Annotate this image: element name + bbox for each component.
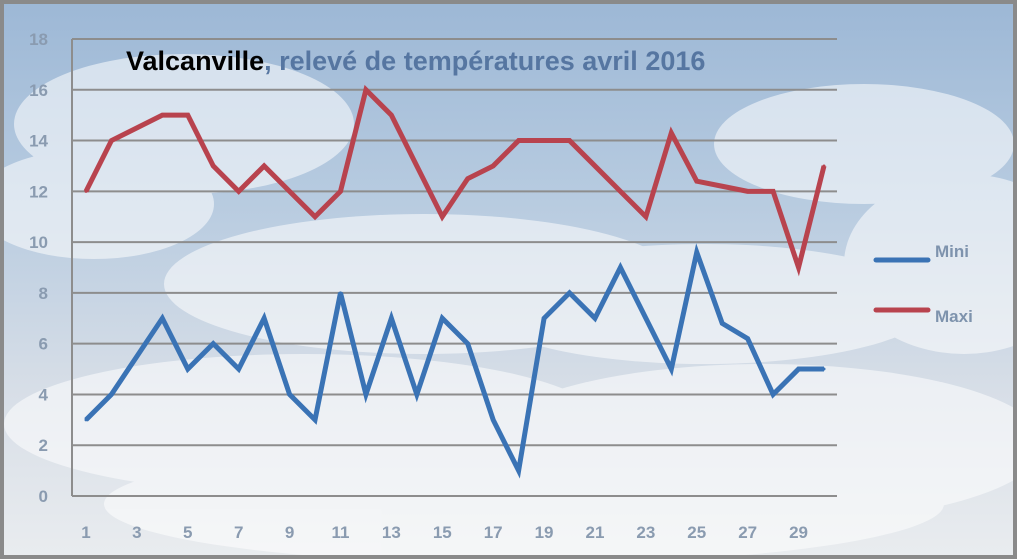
x-tick-label: 15	[433, 523, 452, 542]
data-point-maxi	[542, 139, 546, 143]
data-point-maxi	[109, 139, 113, 143]
chart-title: Valcanville, relevé de températures avri…	[126, 46, 705, 76]
data-point-mini	[593, 316, 597, 320]
x-tick-label: 11	[331, 523, 349, 542]
data-point-maxi	[440, 215, 444, 219]
data-point-mini	[262, 316, 266, 320]
series-line-maxi	[83, 84, 827, 277]
data-point-maxi	[160, 113, 164, 117]
data-point-maxi	[186, 113, 190, 117]
data-point-maxi	[389, 113, 393, 117]
data-point-mini	[568, 291, 572, 295]
data-point-maxi	[211, 164, 215, 168]
data-point-mini	[237, 367, 241, 371]
data-point-maxi	[364, 88, 368, 92]
data-point-maxi	[288, 189, 292, 193]
x-tick-label: 19	[535, 523, 554, 542]
legend: Mini Maxi	[873, 242, 973, 326]
data-point-maxi	[771, 189, 775, 193]
x-tick-label: 5	[183, 523, 192, 542]
data-point-maxi	[593, 164, 597, 168]
chart-title-place: Valcanville	[126, 46, 264, 76]
data-point-maxi	[669, 131, 673, 135]
data-point-mini	[211, 342, 215, 346]
data-point-maxi	[568, 139, 572, 143]
y-tick-label: 16	[29, 81, 48, 100]
x-tick-label: 1	[81, 523, 90, 542]
data-point-mini	[797, 367, 801, 371]
legend-label-mini: Mini	[935, 242, 969, 261]
data-point-maxi	[491, 164, 495, 168]
data-point-mini	[109, 392, 113, 396]
x-tick-label: 3	[132, 523, 141, 542]
data-point-mini	[415, 392, 419, 396]
data-point-mini	[440, 316, 444, 320]
data-point-mini	[720, 321, 724, 325]
data-point-maxi	[262, 164, 266, 168]
y-tick-label: 8	[39, 284, 48, 303]
data-point-mini	[822, 367, 826, 371]
data-point-mini	[669, 367, 673, 371]
data-point-mini	[364, 392, 368, 396]
data-point-mini	[517, 469, 521, 473]
y-tick-label: 10	[29, 233, 48, 252]
y-tick-label: 0	[39, 487, 48, 506]
data-point-mini	[746, 337, 750, 341]
chart-title-rest: , relevé de températures avril 2016	[264, 46, 705, 76]
x-tick-label: 21	[586, 523, 605, 542]
data-point-mini	[644, 316, 648, 320]
data-point-maxi	[135, 126, 139, 130]
data-point-maxi	[822, 164, 826, 168]
data-point-mini	[135, 354, 139, 358]
data-point-maxi	[415, 164, 419, 168]
data-point-mini	[618, 266, 622, 269]
data-point-mini	[288, 392, 292, 396]
data-point-mini	[84, 418, 88, 422]
x-tick-label: 9	[285, 523, 294, 542]
data-point-maxi	[517, 139, 521, 143]
data-point-mini	[695, 250, 699, 254]
x-tick-label: 29	[789, 523, 808, 542]
y-tick-label: 14	[29, 132, 48, 151]
data-point-mini	[313, 418, 317, 422]
x-tick-label: 7	[234, 523, 243, 542]
x-tick-label: 23	[636, 523, 655, 542]
data-point-mini	[160, 316, 164, 320]
legend-label-maxi: Maxi	[935, 307, 973, 326]
x-tick-label: 25	[687, 523, 706, 542]
series-line-mini	[84, 243, 824, 479]
data-point-maxi	[466, 177, 470, 181]
cloud-background	[4, 54, 1013, 555]
data-point-mini	[186, 367, 190, 371]
data-point-mini	[771, 392, 775, 396]
data-point-maxi	[644, 215, 648, 219]
x-tick-label: 13	[382, 523, 401, 542]
data-point-mini	[466, 342, 470, 346]
data-point-mini	[338, 291, 342, 295]
data-point-mini	[389, 316, 393, 320]
data-point-maxi	[338, 189, 342, 193]
data-point-maxi	[746, 189, 750, 193]
data-point-maxi	[84, 189, 88, 193]
data-point-maxi	[695, 179, 699, 183]
data-point-mini	[542, 316, 546, 320]
y-tick-label: 12	[29, 182, 48, 201]
y-tick-label: 2	[39, 436, 48, 455]
y-tick-label: 18	[29, 30, 48, 49]
data-point-mini	[491, 418, 495, 422]
data-point-maxi	[618, 189, 622, 193]
x-tick-label: 17	[484, 523, 503, 542]
data-point-maxi	[237, 189, 241, 193]
y-tick-label: 6	[39, 335, 48, 354]
data-point-maxi	[720, 184, 724, 188]
x-tick-label: 27	[738, 523, 757, 542]
data-point-maxi	[313, 215, 317, 219]
data-point-maxi	[797, 266, 801, 269]
y-tick-label: 4	[39, 385, 49, 404]
